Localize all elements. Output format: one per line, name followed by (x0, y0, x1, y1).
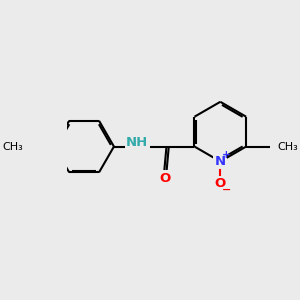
Text: +: + (222, 150, 231, 160)
Text: NH: NH (126, 136, 148, 149)
Text: N: N (215, 155, 226, 168)
Text: CH₃: CH₃ (277, 142, 298, 152)
Text: CH₃: CH₃ (2, 142, 23, 152)
Text: O: O (215, 177, 226, 190)
Text: −: − (222, 185, 231, 195)
Text: O: O (160, 172, 171, 185)
